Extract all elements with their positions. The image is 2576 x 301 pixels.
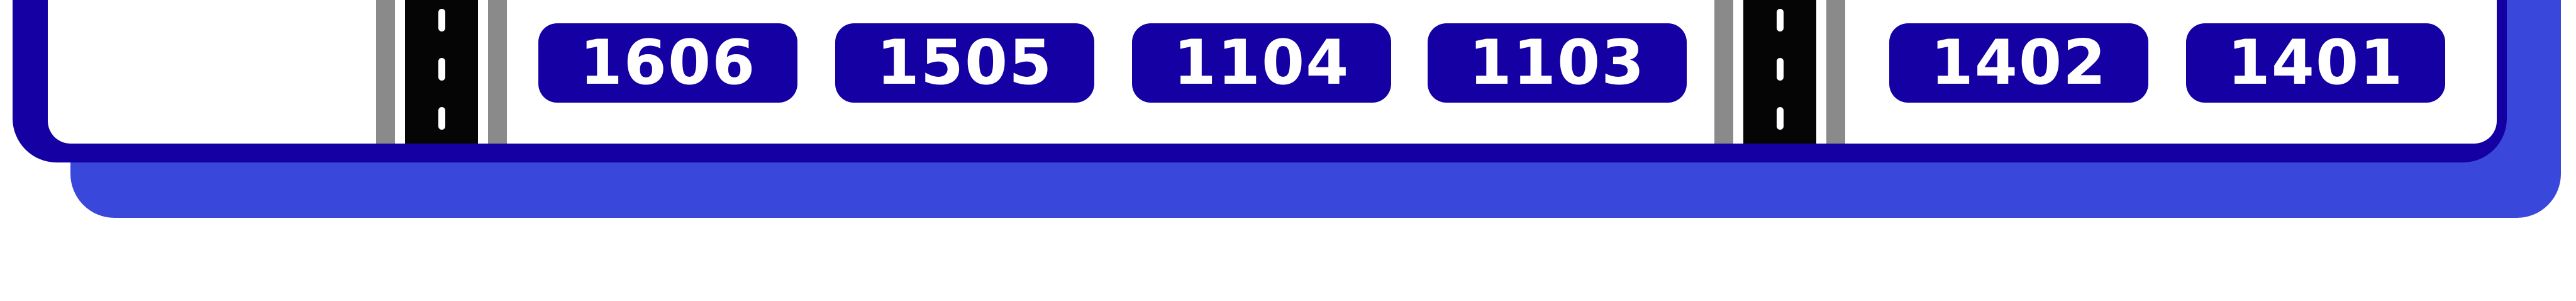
lane-dash — [438, 107, 445, 130]
route-badge-1103: 1103 — [1428, 23, 1687, 103]
lane-dash — [438, 58, 445, 81]
road-icon — [376, 0, 507, 144]
road-shoulder — [488, 0, 507, 144]
lane-dash — [438, 9, 445, 31]
route-sign-face: 1606 1505 1104 1103 1402 1401 — [48, 0, 2497, 144]
lane-dash — [1776, 58, 1784, 81]
route-sign-panel: 1606 1505 1104 1103 1402 1401 — [13, 0, 2507, 162]
lane-dash — [1776, 107, 1784, 130]
road-icon — [1714, 0, 1845, 144]
route-badge-1104: 1104 — [1132, 23, 1391, 103]
route-badge-1402: 1402 — [1889, 23, 2148, 103]
road-lane — [405, 0, 478, 144]
road-shoulder — [376, 0, 395, 144]
route-badge-1401: 1401 — [2186, 23, 2445, 103]
road-shoulder — [1826, 0, 1845, 144]
lane-dash — [1776, 9, 1784, 31]
road-lane — [1743, 0, 1816, 144]
route-badge-1606: 1606 — [538, 23, 797, 103]
route-badge-1505: 1505 — [835, 23, 1094, 103]
road-shoulder — [1714, 0, 1733, 144]
